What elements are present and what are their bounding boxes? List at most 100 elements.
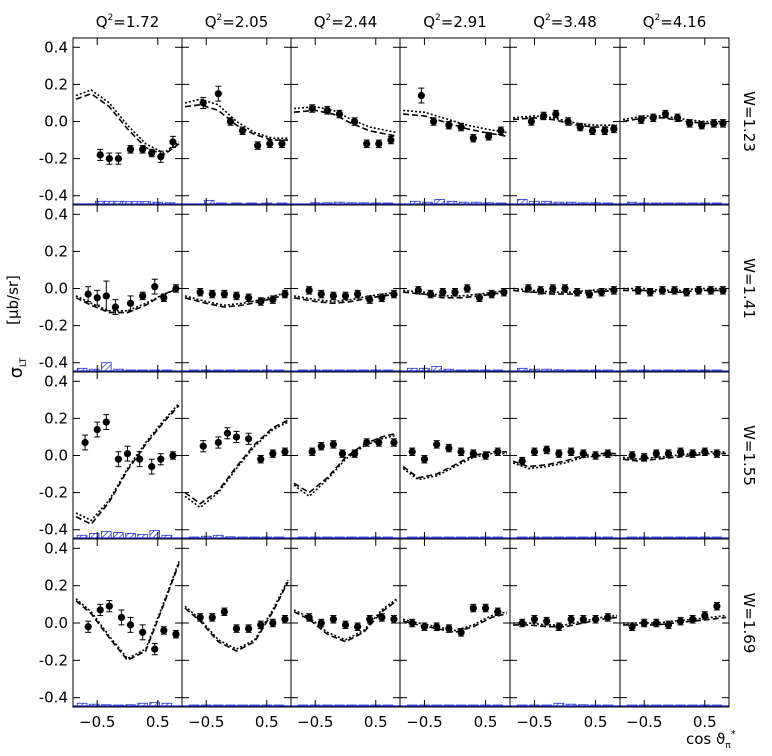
data-point — [652, 450, 660, 458]
data-point — [245, 294, 253, 302]
data-point — [494, 608, 502, 616]
data-point — [329, 440, 337, 448]
data-point — [530, 448, 539, 456]
model-curve-dashed — [184, 419, 289, 505]
panel-r1-c1 — [181, 204, 292, 373]
data-point — [308, 448, 316, 456]
data-point — [269, 296, 277, 304]
data-point — [588, 127, 597, 135]
data-point — [308, 104, 316, 113]
row-labels: W=1.23 W=1.41 W=1.55 W=1.69 — [740, 91, 758, 653]
data-point — [84, 623, 92, 631]
data-point — [160, 626, 168, 635]
panel-r3-c0: 0.4 0.2 0.0 -0.2 -0.4 −0.5 0.5 — [39, 538, 183, 731]
data-point — [354, 623, 362, 631]
row-label-w: W=1.69 — [740, 593, 758, 654]
panel-r0-c1 — [181, 37, 292, 206]
model-curve-dashed — [184, 103, 288, 141]
data-point — [169, 138, 177, 146]
data-point — [536, 286, 545, 294]
data-point — [485, 132, 493, 140]
data-point — [689, 450, 697, 458]
y-tick-label: 0.2 — [44, 75, 68, 93]
x-tick-label: −0.5 — [626, 713, 662, 731]
data-point — [463, 284, 471, 293]
y-tick-label: 0.0 — [44, 614, 68, 632]
panel-r0-c2 — [290, 37, 401, 206]
data-point — [196, 288, 204, 296]
data-point — [719, 119, 727, 127]
data-point — [676, 617, 685, 625]
data-point — [488, 290, 496, 298]
data-point — [126, 621, 135, 629]
data-point — [214, 438, 222, 447]
data-point — [445, 121, 453, 129]
model-curve-dotted — [623, 614, 727, 624]
data-point — [713, 450, 721, 458]
data-point — [378, 294, 386, 302]
y-tick-label: -0.4 — [39, 521, 68, 539]
x-axis-label: cos ϑπ* — [686, 729, 736, 751]
row-label-w: W=1.41 — [740, 258, 758, 319]
data-point — [114, 455, 123, 463]
data-point — [701, 611, 709, 620]
data-point — [329, 615, 337, 623]
data-point — [579, 450, 587, 458]
x-tick-label: −0.5 — [406, 713, 442, 731]
data-point — [117, 613, 126, 622]
y-tick-label: -0.4 — [39, 354, 68, 372]
data-point — [232, 433, 241, 441]
panel-r2-c3 — [399, 371, 511, 540]
data-point — [257, 621, 265, 629]
data-point — [445, 444, 453, 452]
data-point — [564, 117, 572, 126]
data-point — [540, 112, 548, 120]
data-point — [408, 448, 416, 456]
data-point — [701, 448, 709, 456]
data-point — [661, 110, 670, 118]
data-point — [269, 619, 277, 627]
data-point — [604, 450, 612, 458]
panel-r3-c4: −0.5 0.5 — [509, 538, 621, 731]
data-point — [148, 463, 156, 471]
panel-r0-c4 — [509, 37, 621, 206]
column-labels: Q2=1.72 Q2=2.05 Q2=2.44 Q2=2.91 Q2=3.48 Q2=4.… — [96, 13, 707, 31]
data-point — [670, 286, 679, 294]
data-point — [451, 288, 459, 296]
data-point — [543, 446, 551, 454]
model-curve-dotted — [512, 454, 617, 470]
data-point — [93, 425, 101, 434]
data-point — [628, 623, 636, 631]
panel-r3-c1: −0.5 0.5 — [181, 538, 292, 731]
data-point — [610, 286, 618, 294]
data-point — [341, 621, 350, 629]
panel-grid: 0.40.20.0-0.2-0.40.40.20.0-0.2-0.40.40.2… — [39, 37, 730, 731]
data-point — [561, 284, 569, 293]
data-point — [96, 606, 104, 614]
data-point — [387, 136, 395, 144]
data-point — [576, 123, 584, 131]
panel-r2-c2 — [290, 371, 401, 540]
data-point — [160, 294, 168, 302]
data-point — [628, 451, 636, 460]
model-curve-dotted — [403, 109, 508, 134]
data-point — [363, 438, 371, 447]
data-point — [114, 155, 123, 163]
data-point — [350, 117, 359, 126]
data-point — [269, 450, 277, 458]
model-curve-dashed — [403, 291, 508, 299]
data-point — [591, 451, 600, 460]
column-label-q2: Q2=3.48 — [533, 13, 597, 31]
data-point — [646, 288, 654, 296]
data-point — [634, 286, 642, 294]
data-point — [157, 153, 165, 161]
data-point — [245, 625, 253, 633]
y-tick-label: 0.2 — [44, 577, 68, 595]
data-point — [481, 451, 490, 460]
data-point — [658, 286, 666, 294]
data-point — [329, 292, 337, 300]
model-curve-dashed — [75, 404, 180, 526]
panel-frame — [399, 371, 511, 540]
panel-r1-c4 — [509, 204, 621, 373]
data-point — [527, 117, 535, 126]
